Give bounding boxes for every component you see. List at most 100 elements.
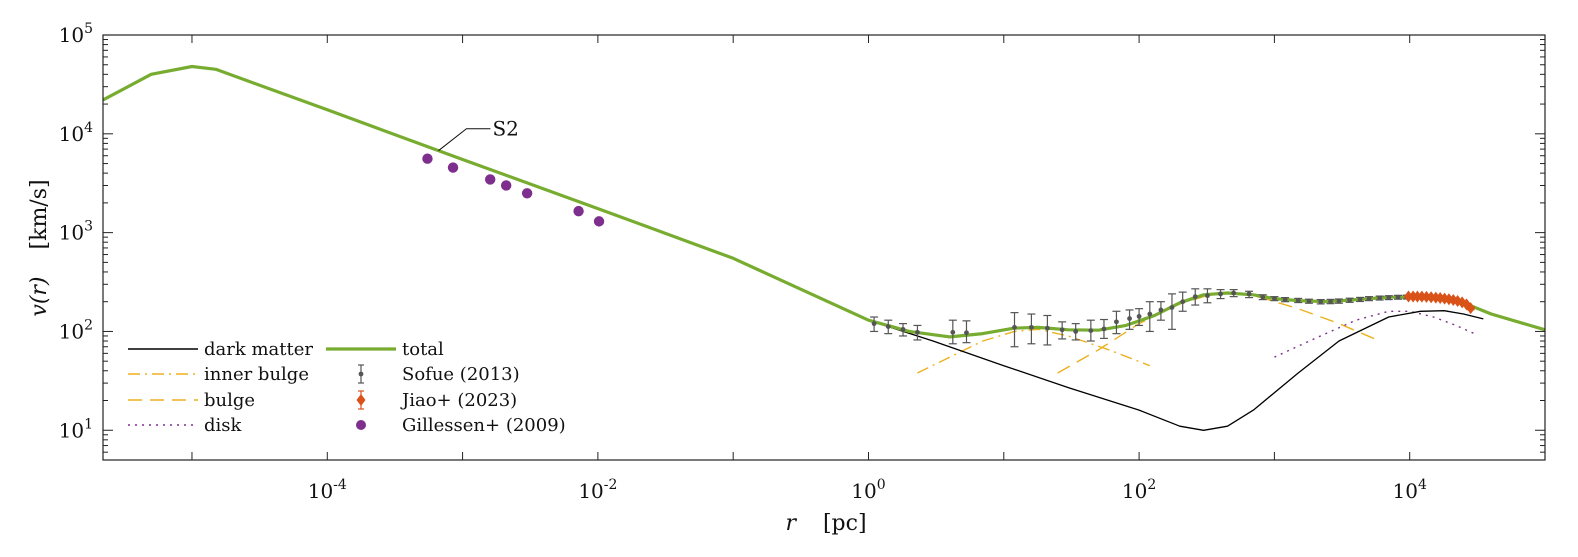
legend: dark matter inner bulge bulge disk total Sofu…: [128, 339, 566, 436]
point-sofue-2013: [1071, 323, 1080, 341]
point-sofue-2013: [913, 324, 922, 341]
y-tick-label: 102: [59, 317, 93, 343]
point-sofue-2013: [1086, 319, 1095, 342]
point-sofue-2013: [1145, 301, 1154, 333]
y-tick-label: 103: [59, 219, 93, 245]
data-marker: [1180, 299, 1186, 305]
data-marker: [1271, 296, 1277, 301]
series-line-bulge: [1057, 292, 1380, 374]
legend-label: dark matter: [204, 339, 313, 360]
point-sofue-2013: [1167, 293, 1176, 330]
data-marker: [964, 330, 969, 336]
point-sofue-2013: [948, 319, 957, 345]
point-sofue-2013: [1364, 296, 1373, 302]
data-marker: [1282, 297, 1288, 303]
marker-layer: [422, 153, 1476, 348]
data-marker: [1260, 294, 1266, 300]
data-marker: [1088, 328, 1094, 333]
data-marker: [1357, 296, 1363, 302]
data-marker: [1029, 324, 1034, 330]
data-marker: [1306, 298, 1312, 304]
point-sofue-2013: [1099, 318, 1108, 340]
y-tick-label: 104: [59, 120, 93, 146]
annotation-label: S2: [492, 117, 518, 141]
y-tick-exponent: 2: [84, 317, 93, 333]
point-sofue-2013: [1125, 309, 1134, 330]
legend-item-inner-bulge: inner bulge: [128, 364, 309, 385]
point-sofue-2013: [1326, 298, 1335, 305]
series-layer: [103, 64, 1545, 431]
data-marker: [1231, 290, 1237, 296]
data-marker: [1386, 295, 1392, 301]
point-jiao-2023: [1466, 302, 1476, 315]
data-marker: [1366, 296, 1372, 301]
data-marker: [1395, 294, 1401, 300]
point-sofue-2013: [870, 316, 879, 333]
y-tick-base: 10: [59, 122, 84, 146]
data-marker: [885, 324, 891, 329]
x-axis-unit: [pc]: [823, 511, 867, 536]
point-sofue-2013: [1010, 312, 1019, 348]
point-sofue-2013: [1375, 295, 1384, 301]
point-sofue-2013: [1112, 310, 1121, 335]
point-sofue-2013: [1245, 290, 1254, 299]
y-axis-unit: [km/s]: [27, 179, 52, 249]
point-sofue-2013: [1384, 295, 1393, 301]
legend-item-dark-matter: dark matter: [128, 339, 313, 360]
point-sofue-2013: [884, 319, 893, 335]
x-tick-exponent: 2: [1147, 477, 1156, 493]
x-tick-exponent: -4: [333, 477, 347, 493]
legend-item-disk: disk: [128, 415, 243, 436]
x-axis-label: r [pc]: [785, 511, 866, 536]
annotation-s2: S2: [438, 117, 519, 152]
y-axis-variable: v(r): [27, 276, 52, 316]
legend-swatch-marker: [356, 394, 366, 406]
x-tick-base: 10: [851, 479, 876, 503]
data-marker: [1059, 327, 1065, 333]
point-sofue-2013: [1027, 313, 1036, 345]
data-marker: [1205, 293, 1210, 299]
data-marker: [1377, 295, 1383, 301]
data-marker: [1466, 302, 1476, 315]
data-marker: [1101, 326, 1107, 332]
point-sofue-2013: [1135, 308, 1144, 327]
point-gillessen-2009: [521, 188, 533, 199]
data-marker: [1218, 291, 1223, 297]
data-marker: [1114, 319, 1119, 325]
point-sofue-2013: [1294, 297, 1303, 304]
point-gillessen-2009: [573, 205, 584, 217]
x-tick-base: 10: [578, 479, 603, 503]
legend-label: total: [402, 339, 444, 360]
data-marker: [950, 329, 956, 335]
y-tick-exponent: 5: [84, 21, 93, 37]
point-sofue-2013: [962, 320, 971, 344]
point-sofue-2013: [1334, 298, 1343, 304]
data-marker: [1295, 298, 1301, 303]
point-sofue-2013: [1316, 299, 1325, 305]
legend-label: Gillessen+ (2009): [402, 415, 566, 436]
point-sofue-2013: [1156, 301, 1165, 321]
data-marker: [1328, 299, 1333, 304]
legend-label: inner bulge: [204, 364, 309, 385]
x-tick-label: 102: [1122, 477, 1156, 503]
point-sofue-2013: [1229, 289, 1238, 298]
point-sofue-2013: [1304, 298, 1313, 304]
point-sofue-2013: [1394, 294, 1403, 300]
x-tick-label: 10-4: [308, 477, 347, 503]
plot-frame: [102, 34, 1546, 461]
legend-item-total: total: [326, 339, 444, 360]
point-sofue-2013: [899, 323, 908, 337]
point-sofue-2013: [1043, 314, 1052, 346]
data-marker: [1347, 297, 1353, 303]
x-tick-exponent: 4: [1418, 477, 1427, 493]
data-marker: [1136, 313, 1142, 319]
point-gillessen-2009: [447, 162, 459, 173]
y-tick-base: 10: [59, 418, 84, 442]
data-marker: [1044, 325, 1050, 331]
x-tick-base: 10: [1122, 479, 1147, 503]
y-axis-label: v(r) [km/s]: [27, 179, 52, 316]
point-sofue-2013: [1178, 291, 1187, 312]
x-tick-label: 100: [851, 477, 885, 503]
x-tick-base: 10: [308, 479, 333, 503]
